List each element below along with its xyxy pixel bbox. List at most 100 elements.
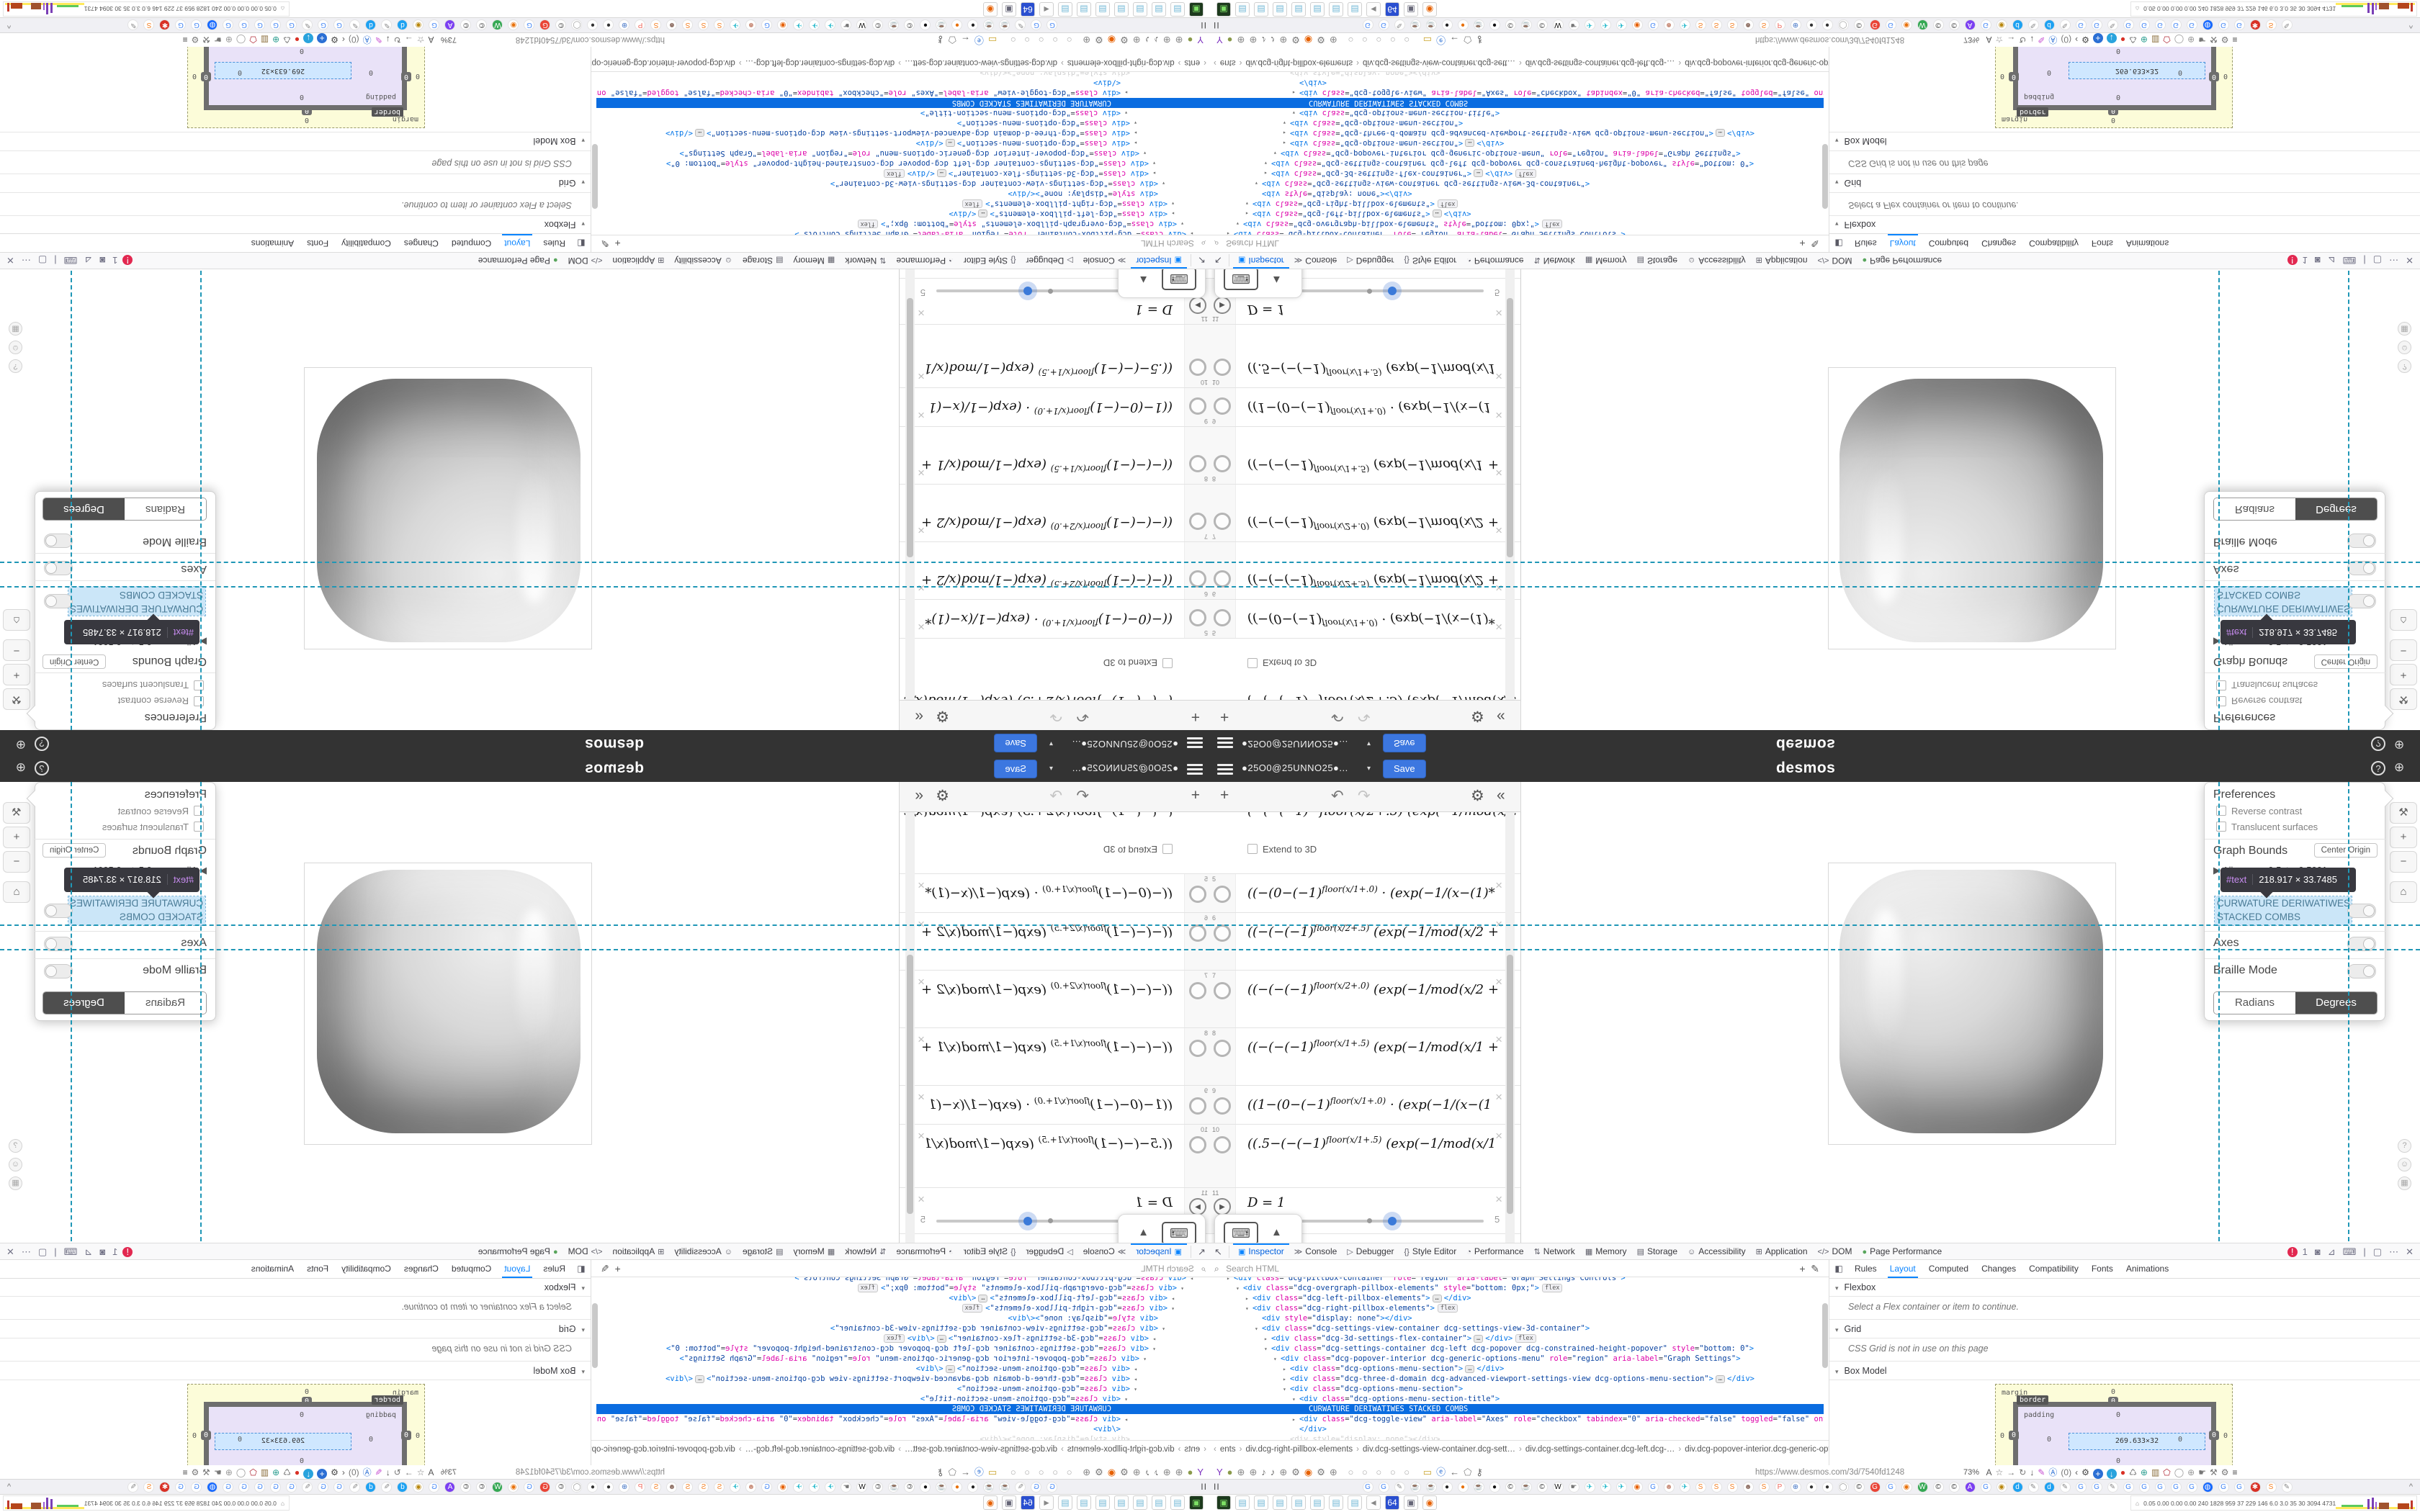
nav-icon[interactable]: ⚙ bbox=[2220, 1467, 2229, 1477]
nav-icon[interactable]: ⬠ bbox=[1464, 1467, 1472, 1477]
radians-button[interactable]: Radians bbox=[2214, 498, 2296, 520]
tab-favicon[interactable]: ◉ bbox=[1996, 1482, 2007, 1493]
html-tree-row[interactable]: ▾<div class="dcg-right-pillbox-elements"… bbox=[596, 199, 1210, 209]
breadcrumb-item[interactable]: div.dcg-settings-container.dcg-left.dcg-… bbox=[745, 1445, 895, 1454]
braille-toggle[interactable] bbox=[2347, 534, 2376, 548]
html-tree-row[interactable]: <div style="display: none"></div> bbox=[1262, 189, 1412, 198]
tab-favicon[interactable]: ☕ bbox=[1425, 1482, 1437, 1493]
html-tree-row[interactable]: ▸<div class="dcg-pillbox-container" role… bbox=[1227, 230, 1626, 235]
tab-favicon[interactable]: ☻ bbox=[666, 19, 678, 30]
devtools-tab-accessibility[interactable]: ☺Accessibility bbox=[1688, 1246, 1746, 1256]
tab-favicon[interactable]: S bbox=[1758, 1482, 1770, 1493]
extend-3d-row[interactable]: Extend to 3D bbox=[1103, 657, 1173, 668]
nav-icon[interactable]: ▭ bbox=[987, 35, 998, 45]
html-tree-row[interactable]: ▾<div class="dcg-popover-interior dcg-ge… bbox=[1273, 1354, 1741, 1363]
quick-launch-icon[interactable]: ▤ bbox=[1077, 2, 1091, 17]
pane-action-icons[interactable]: + ✎ bbox=[601, 1263, 621, 1274]
devtools-toolbar-icon[interactable]: ⊿ bbox=[2327, 255, 2336, 266]
tab-favicon[interactable]: © bbox=[1932, 1482, 1944, 1493]
degrees-button[interactable]: Degrees bbox=[2295, 498, 2377, 520]
slider-handle[interactable] bbox=[1023, 1217, 1032, 1225]
devtools-tab-inspector[interactable]: ▣Inspector bbox=[1131, 1243, 1187, 1260]
expression-row-partial[interactable]: (−(−(−1)^floor(x/2+.5) (exp(−1/mod(x/2 +… bbox=[1210, 812, 1520, 874]
collapse-panel-button[interactable]: « bbox=[1497, 708, 1505, 725]
center-origin-button[interactable]: Center Origin bbox=[42, 843, 107, 858]
chevron-up-icon[interactable]: ^ bbox=[7, 1482, 12, 1491]
slider-handle[interactable] bbox=[1388, 287, 1397, 295]
quick-launch-icon[interactable]: ▤ bbox=[1235, 1495, 1250, 1510]
chevron-up-icon[interactable]: ^ bbox=[2408, 1482, 2413, 1491]
sidebar-tab-rules[interactable]: Rules bbox=[1855, 238, 1877, 248]
sidebar-tab-animations[interactable]: Animations bbox=[2125, 238, 2169, 248]
devtools-tab-application[interactable]: ⊞Application bbox=[1755, 256, 1808, 266]
html-tree-row[interactable]: ▾<div class="dcg-settings-container dcg-… bbox=[666, 159, 1156, 168]
nav-icon[interactable]: ↓ bbox=[303, 33, 314, 43]
expression-row[interactable]: 5 ((−(0−(−1)floor(x/1+.0) · (exp(−1/(x−(1… bbox=[1210, 874, 1520, 913]
tab-favicon[interactable]: W bbox=[492, 1482, 503, 1493]
tab-favicon[interactable]: ✎ bbox=[127, 19, 139, 30]
nav-icon[interactable]: ⊕ bbox=[225, 1467, 233, 1477]
expression-row[interactable]: 6 ((−(−(−1)floor(x/2+.5) (exp(−1/mod(x/2 … bbox=[899, 913, 1210, 971]
tab-favicon[interactable]: ☕ bbox=[999, 1482, 1010, 1493]
search-html-placeholder[interactable]: Search HTML bbox=[1226, 238, 1280, 248]
zoom-in-button[interactable]: + bbox=[2390, 827, 2417, 848]
chevron-down-icon[interactable]: ▾ bbox=[1367, 765, 1371, 773]
devtools-tab-application[interactable]: ⊞Application bbox=[612, 1246, 665, 1256]
html-tree-row[interactable]: </div> bbox=[1299, 1425, 1327, 1434]
nav-icon[interactable]: ◉ bbox=[1304, 1467, 1313, 1477]
nav-icon[interactable]: → bbox=[404, 35, 413, 45]
nav-icon[interactable]: ⊕ bbox=[1249, 35, 1258, 45]
flexbox-section-header[interactable]: ▾Flexbox bbox=[1829, 1279, 2420, 1297]
graph-edge-button[interactable]: ? bbox=[2398, 359, 2411, 373]
tab-favicon[interactable]: G bbox=[524, 1482, 535, 1493]
sidebar-tab-changes[interactable]: Changes bbox=[403, 238, 439, 248]
tab-favicon[interactable]: d bbox=[2043, 1482, 2055, 1493]
nav-icon[interactable]: Y bbox=[1197, 35, 1204, 45]
tab-favicon[interactable]: ● bbox=[587, 19, 599, 30]
graph-3d-cube[interactable] bbox=[1839, 379, 2103, 642]
close-icon[interactable]: × bbox=[918, 1192, 925, 1206]
nav-icon[interactable]: ♪ bbox=[1154, 1467, 1159, 1477]
tab-favicon[interactable]: G bbox=[191, 19, 202, 30]
keyboard-popup[interactable]: ⌨ ▲ bbox=[1214, 1214, 1302, 1243]
nav-icon[interactable]: ♪ bbox=[1144, 1467, 1150, 1477]
tab-favicon[interactable]: ◉ bbox=[1631, 19, 1643, 30]
html-tree-row[interactable]: ▸<div class="dcg-3d-settings-flex-contai… bbox=[596, 1333, 1210, 1344]
html-tree-row[interactable]: ▸<div class="dcg-pillbox-container" role… bbox=[794, 230, 1193, 235]
quick-launch-icon[interactable]: ◉ bbox=[1422, 1495, 1437, 1510]
expression-scrollbar[interactable] bbox=[905, 812, 915, 1243]
tab-favicon[interactable]: ⊕ bbox=[1790, 19, 1801, 30]
tab-favicon[interactable]: © bbox=[872, 19, 884, 30]
devtools-tab-debugger[interactable]: ▷Debugger bbox=[1347, 256, 1394, 266]
devtools-tab-performance[interactable]: ◔Performance bbox=[896, 256, 954, 266]
quick-launch-icon[interactable]: ▤ bbox=[1095, 1495, 1110, 1510]
tab-favicon[interactable]: G bbox=[238, 1482, 250, 1493]
tab-favicon[interactable]: ✈ bbox=[1615, 19, 1627, 30]
tab-favicon[interactable]: W bbox=[1552, 1482, 1564, 1493]
tab-favicon[interactable]: ✱ bbox=[159, 19, 171, 30]
html-tree-row[interactable]: <div style="display: none"></div> bbox=[980, 1435, 1130, 1440]
devtools-toolbar-icon[interactable]: ◙ bbox=[2314, 255, 2321, 266]
center-origin-button[interactable]: Center Origin bbox=[42, 654, 107, 669]
tab-favicon[interactable]: ✈ bbox=[793, 1482, 805, 1493]
nav-icon[interactable]: ⚙ bbox=[191, 1467, 200, 1477]
breadcrumb-item[interactable]: div.dcg-popover-interior.dcg-generic-opt… bbox=[1685, 1445, 1829, 1454]
tab-favicon[interactable]: ⊕ bbox=[619, 1482, 630, 1493]
expression-row[interactable]: 10 ((.5−(−(−1)floor(x/1+.5) (exp(−1/mod(x… bbox=[899, 324, 1210, 387]
devtools-tab-memory[interactable]: ▦Memory bbox=[1585, 256, 1627, 266]
sidebar-tab-rules[interactable]: Rules bbox=[543, 238, 565, 248]
boxmodel-section-header[interactable]: ▾Box Model bbox=[1829, 132, 2420, 150]
expression-row[interactable]: 7 ((−(−(−1)floor(x/2+.0) (exp(−1/mod(x/2 … bbox=[899, 484, 1210, 541]
graph-area[interactable]: ⚒ + − ⌂ ? ☺ ▦ Preferences Reverse contrast Tr… bbox=[1522, 782, 2420, 1243]
devtools-toolbar-icon[interactable]: | bbox=[54, 255, 57, 266]
tab-favicon[interactable]: G bbox=[1362, 1482, 1373, 1493]
nav-icon[interactable]: ⊕ bbox=[1132, 1467, 1141, 1477]
nav-icon[interactable]: ⬠ bbox=[249, 35, 257, 45]
html-search-row[interactable]: ⌕ Search HTML + ✎ bbox=[1210, 1260, 1829, 1277]
tab-favicon[interactable]: G bbox=[1047, 1482, 1058, 1493]
pick-element-icon[interactable]: ↖ bbox=[1198, 1246, 1206, 1257]
nav-icon[interactable]: ⊕ bbox=[1279, 1467, 1288, 1477]
devtools-toolbar-icon[interactable]: ⋯ bbox=[2389, 1246, 2399, 1257]
breadcrumb[interactable]: ‹ents›div.dcg-right-pillbox-elements›div… bbox=[591, 53, 1210, 72]
html-tree-row[interactable]: ▾<div class="dcg-popover-interior dcg-ge… bbox=[679, 149, 1147, 158]
